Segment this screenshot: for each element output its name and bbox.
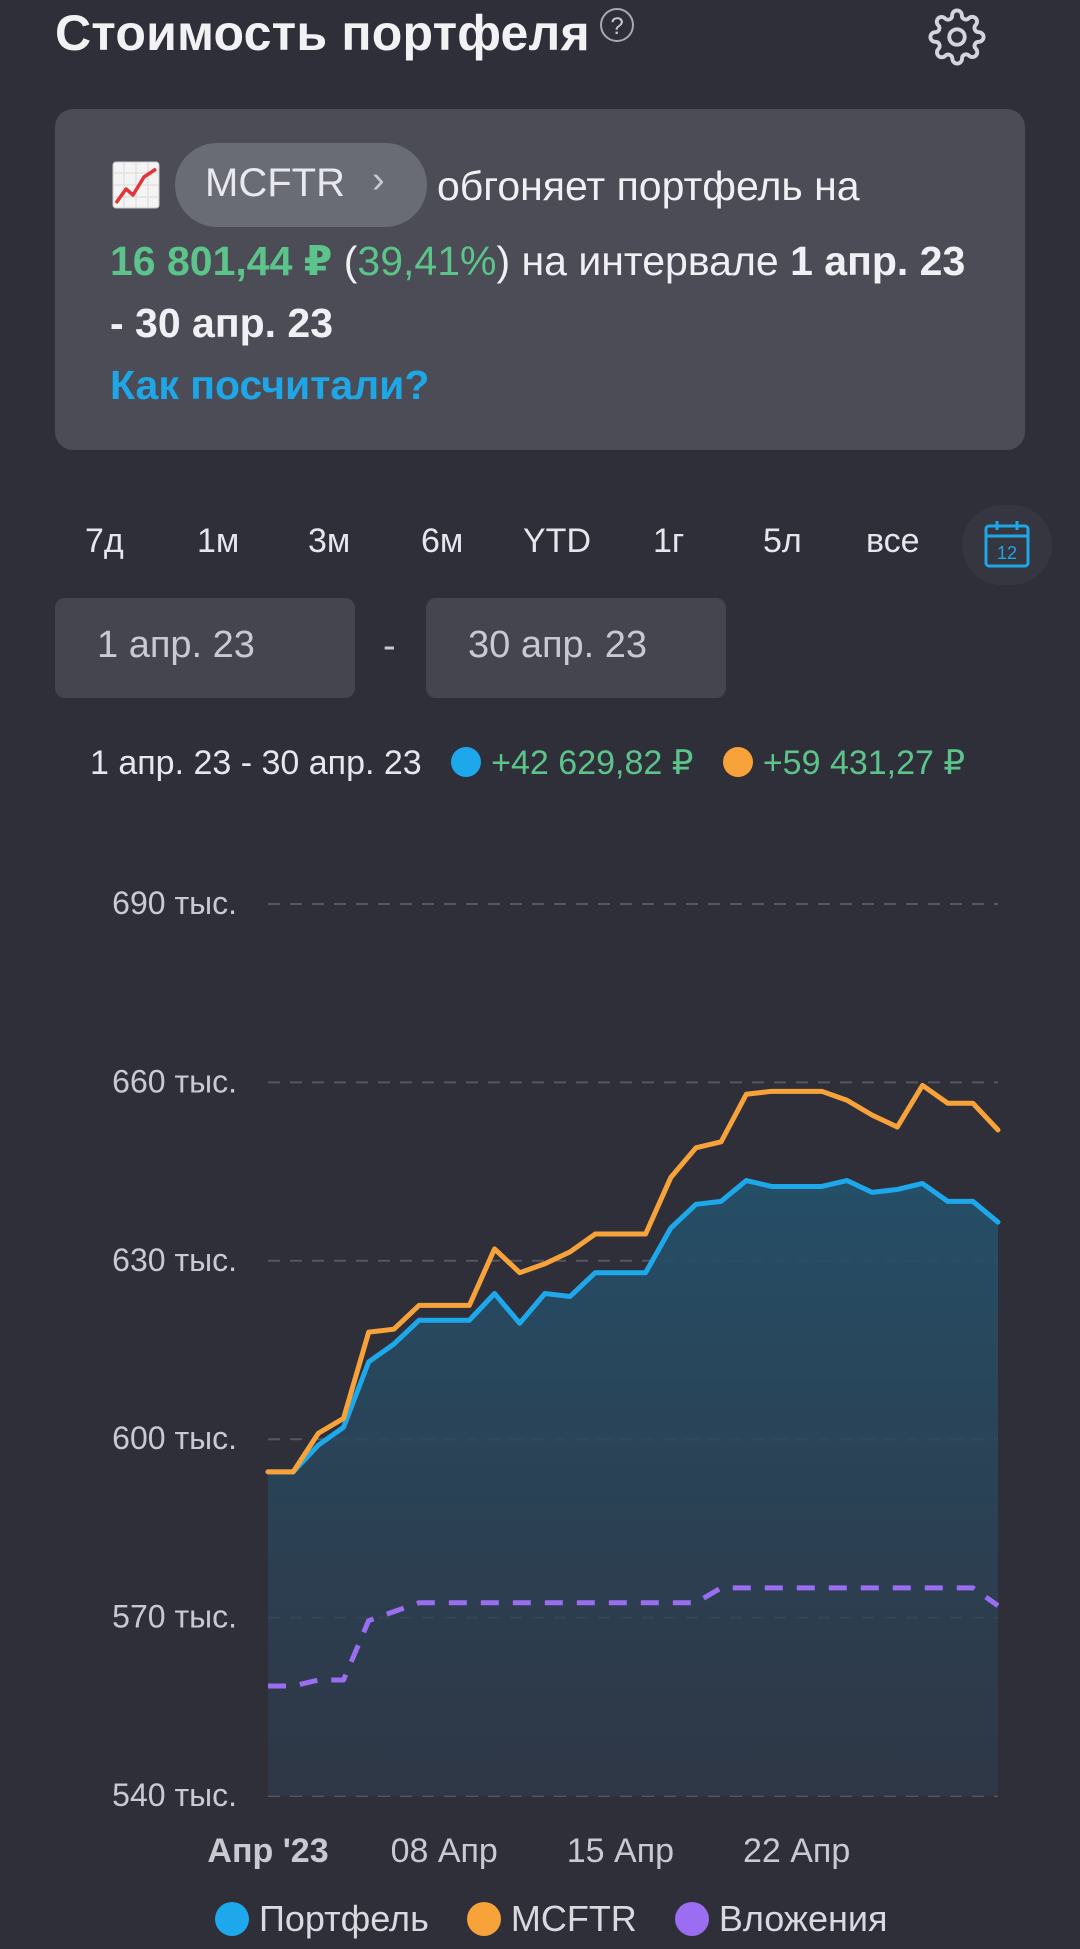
y-tick-label: 630 тыс.: [112, 1242, 237, 1278]
y-tick-label: 570 тыс.: [112, 1599, 237, 1635]
calendar-day: 12: [997, 543, 1017, 563]
chart-legend: Портфель MCFTR Вложения: [215, 1898, 915, 1940]
card-line-2: 16 801,44 ₽ (39,41%) на интервале 1 апр.…: [110, 237, 965, 285]
investments-line[interactable]: [268, 1585, 1000, 1689]
ticker-chip[interactable]: MCFTR ›: [175, 143, 427, 227]
x-tick-label: 08 Апр: [391, 1832, 498, 1870]
date-from-field[interactable]: 1 апр. 23: [55, 598, 355, 698]
portfolio-value-chart[interactable]: 690 тыс. 660 тыс. 630 тыс. 600 тыс. 570 тыс.…: [0, 860, 1080, 1880]
range-end: - 30 апр. 23: [110, 300, 334, 346]
change-summary: 1 апр. 23 - 30 апр. 23 +42 629,82 ₽ +59 …: [90, 743, 965, 783]
mcftr-line[interactable]: [265, 1082, 1001, 1475]
portfolio-line[interactable]: [265, 1178, 1001, 1475]
page-header: Стоимость портфеля ?: [55, 0, 1025, 75]
chart-increasing-icon: [112, 161, 160, 209]
summary-range: 1 апр. 23 - 30 апр. 23: [90, 744, 422, 782]
x-tick-label: Апр '23: [207, 1832, 328, 1870]
y-tick-label: 660 тыс.: [112, 1063, 237, 1099]
x-tick-label: 22 Апр: [743, 1832, 850, 1870]
legend-label: Портфель: [259, 1898, 429, 1939]
period-all[interactable]: все: [866, 522, 920, 560]
legend-item-investments[interactable]: Вложения: [674, 1898, 888, 1940]
ticker-label: MCFTR: [205, 161, 345, 205]
legend-dot: [674, 1902, 709, 1936]
portfolio-change: +42 629,82 ₽: [491, 744, 694, 782]
legend-item-portfolio[interactable]: Портфель: [215, 1898, 429, 1940]
date-to-value: 30 апр. 23: [468, 624, 648, 666]
period-1m[interactable]: 1м: [197, 522, 240, 560]
y-tick-label: 540 тыс.: [112, 1777, 237, 1813]
legend-dot: [215, 1902, 249, 1936]
outperformance-percent: 39,41%: [357, 238, 497, 284]
legend-item-mcftr[interactable]: MCFTR: [466, 1898, 637, 1940]
portfolio-area: [268, 1180, 998, 1796]
period-6m[interactable]: 6м: [421, 522, 464, 560]
portfolio-dot: [451, 747, 482, 777]
how-calculated-link[interactable]: Как посчитали?: [110, 362, 430, 408]
calendar-button[interactable]: 12: [962, 505, 1052, 585]
chevron-right-icon: ›: [372, 159, 385, 201]
period-ytd[interactable]: YTD: [523, 522, 591, 560]
outperformance-amount: 16 801,44 ₽: [110, 238, 333, 284]
legend-label: Вложения: [718, 1898, 888, 1939]
period-7d[interactable]: 7д: [85, 522, 124, 560]
date-from-value: 1 апр. 23: [97, 624, 255, 666]
x-tick-label: 15 Апр: [567, 1832, 674, 1870]
comparison-card: MCFTR › обгоняет портфель на 16 801,44 ₽…: [55, 109, 1025, 450]
calendar-icon: 12: [984, 521, 1030, 568]
date-to-field[interactable]: 30 апр. 23: [426, 598, 726, 698]
card-text-1: обгоняет портфель на: [437, 163, 860, 209]
period-selector: 7д 1м 3м 6м YTD 1г 5л все: [55, 510, 1055, 580]
paren-close: ): [496, 238, 511, 284]
period-3m[interactable]: 3м: [308, 522, 351, 560]
legend-dot: [466, 1902, 501, 1936]
benchmark-change: +59 431,27 ₽: [762, 744, 966, 782]
paren-open: (: [343, 238, 358, 284]
benchmark-dot: [722, 747, 753, 777]
page-title: Стоимость портфеля: [55, 5, 590, 61]
y-tick-label: 600 тыс.: [112, 1420, 237, 1456]
date-separator: -: [383, 625, 396, 667]
range-start: 1 апр. 23: [790, 238, 966, 284]
legend-label: MCFTR: [510, 1898, 637, 1939]
y-tick-label: 690 тыс.: [112, 885, 237, 921]
period-5y[interactable]: 5л: [763, 522, 802, 560]
help-icon[interactable]: ?: [600, 8, 634, 42]
period-1y[interactable]: 1г: [653, 522, 685, 560]
gear-icon[interactable]: [928, 8, 986, 66]
card-text-2: на интервале: [521, 238, 779, 284]
